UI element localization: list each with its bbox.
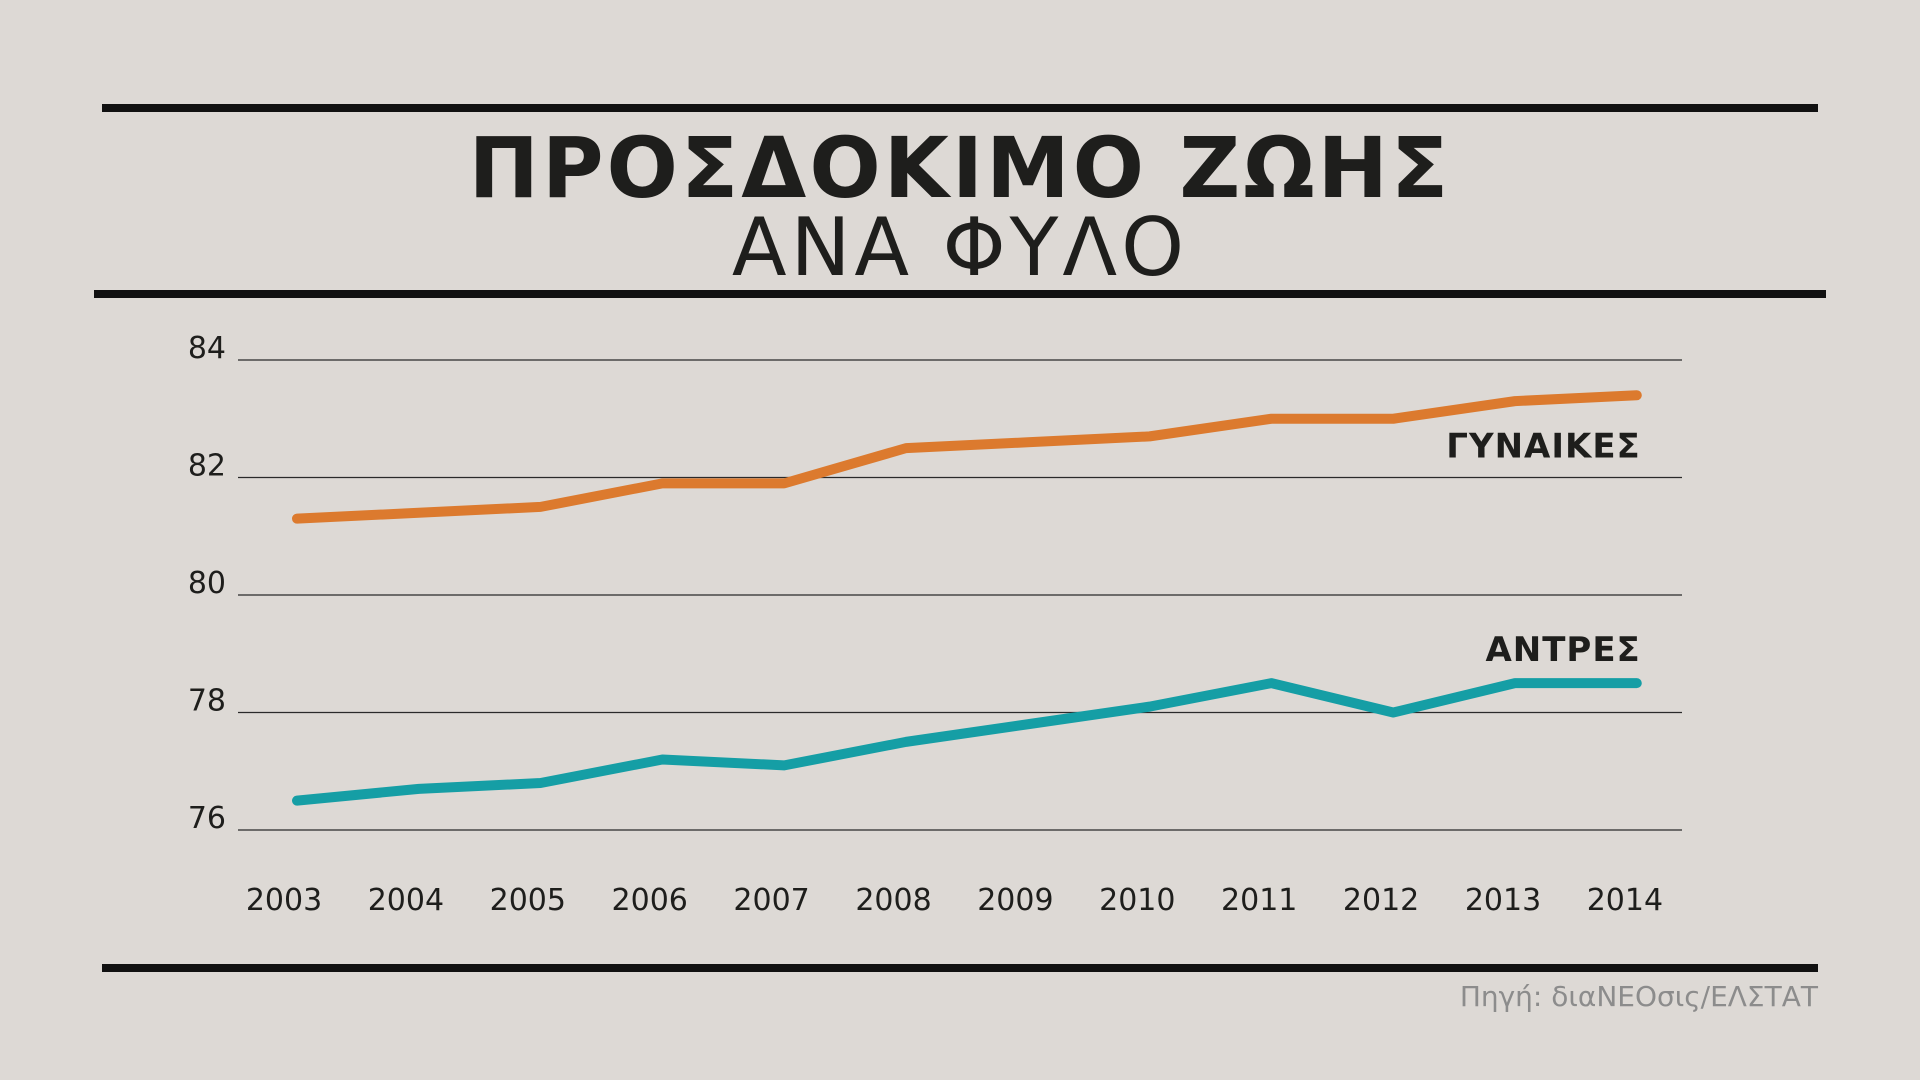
- x-tick-label: 2007: [733, 883, 809, 918]
- chart-title: ΠΡΟΣΔΟΚΙΜΟ ΖΩΗΣ: [468, 119, 1452, 217]
- y-tick-label: 76: [188, 801, 226, 836]
- source-note: Πηγή: διαΝΕΟσις/ΕΛΣΤΑΤ: [1459, 980, 1818, 1013]
- y-axis-ticks: 76 78 80 82 84: [188, 331, 226, 836]
- x-axis-ticks: 2003 2004 2005 2006 2007 2008 2009 2010 2011 2012…: [246, 883, 1663, 918]
- y-tick-label: 80: [188, 566, 226, 601]
- y-tick-label: 78: [188, 684, 226, 719]
- grid-lines: [238, 359, 1682, 831]
- x-tick-label: 2011: [1221, 883, 1297, 918]
- x-tick-label: 2004: [368, 883, 444, 918]
- x-tick-label: 2013: [1465, 883, 1541, 918]
- series-label: ΓΥΝΑΙΚΕΣ: [1446, 426, 1641, 466]
- series-line-0: [292, 390, 1642, 524]
- x-tick-label: 2014: [1587, 883, 1663, 918]
- series-labels: ΓΥΝΑΙΚΕΣ ΑΝΤΡΕΣ: [1446, 426, 1641, 670]
- x-tick-label: 2012: [1343, 883, 1419, 918]
- y-tick-label: 82: [188, 449, 226, 484]
- x-tick-label: 2006: [612, 883, 688, 918]
- series-lines: [292, 390, 1642, 806]
- x-tick-label: 2008: [855, 883, 931, 918]
- y-tick-label: 84: [188, 331, 226, 366]
- title-divider: [94, 290, 1826, 298]
- bottom-rule: [102, 964, 1818, 972]
- x-tick-label: 2009: [977, 883, 1053, 918]
- top-rule: [102, 104, 1818, 112]
- chart-subtitle: ΑΝΑ ΦΥΛΟ: [731, 201, 1189, 294]
- series-label: ΑΝΤΡΕΣ: [1485, 630, 1640, 670]
- x-tick-label: 2005: [490, 883, 566, 918]
- series-line-1: [292, 678, 1642, 806]
- x-tick-label: 2003: [246, 883, 322, 918]
- x-tick-label: 2010: [1099, 883, 1175, 918]
